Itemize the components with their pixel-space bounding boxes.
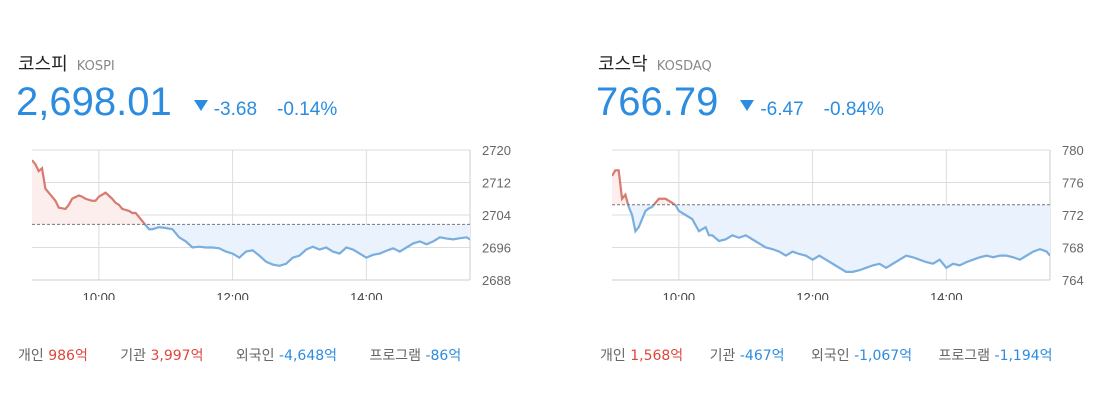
investor-label: 프로그램 (938, 348, 991, 364)
y-tick-label: 2712 (482, 176, 511, 191)
investor-label: 기관 (120, 348, 147, 364)
investor-foreign: 외국인 -4,648억 (236, 345, 337, 365)
x-tick-label: 14:00 (930, 290, 963, 300)
investor-label: 개인 (18, 348, 44, 364)
x-tick-label: 10:00 (663, 290, 696, 300)
index-name: 코스피 (18, 54, 68, 75)
y-tick-label: 776 (1062, 176, 1084, 191)
down-arrow-icon (740, 100, 755, 111)
series-line-down (143, 224, 470, 267)
investor-label: 외국인 (810, 348, 850, 364)
y-tick-label: 768 (1062, 241, 1084, 256)
kospi-panel[interactable]: 코스피 KOSPI 2,698.01 -3.68 -0.14% 2720 2712… (0, 0, 540, 403)
index-change: -3.68 (213, 99, 258, 120)
kospi-intraday-chart[interactable]: 2720 2712 2704 2696 2688 10:00 12:00 14:00 (0, 140, 540, 300)
index-change-percent: -0.14% (277, 99, 338, 120)
investor-label: 프로그램 (369, 348, 422, 364)
investor-label: 외국인 (235, 348, 275, 364)
y-tick-label: 2696 (482, 241, 511, 256)
investor-individual: 개인 1,568억 (600, 345, 683, 365)
investor-value: -1,194억 (994, 348, 1053, 364)
investor-institution: 기관 -467억 (710, 345, 785, 365)
kosdaq-panel[interactable]: 코스닥 KOSDAQ 766.79 -6.47 -0.84% 780 776 772… (580, 0, 1119, 403)
index-code: KOSPI (76, 59, 115, 74)
down-arrow-icon (193, 100, 208, 111)
index-name: 코스닥 (598, 54, 648, 75)
y-tick-label: 2704 (482, 208, 511, 223)
investor-institution: 기관 3,997억 (120, 345, 203, 365)
kosdaq-intraday-chart[interactable]: 780 776 772 768 764 10:00 12:00 14:00 (580, 140, 1119, 300)
series-line-down (626, 204, 1050, 273)
index-value: 766.79 (596, 80, 719, 124)
investor-foreign: 외국인 -1,067억 (811, 345, 912, 365)
series-line-up (612, 169, 677, 205)
y-tick-label: 764 (1062, 273, 1084, 288)
investor-value: 1,568억 (630, 348, 684, 364)
index-title: 코스닥 KOSDAQ (598, 50, 712, 76)
x-tick-label: 12:00 (216, 290, 249, 300)
x-tick-label: 14:00 (350, 290, 383, 300)
y-tick-label: 2720 (482, 143, 511, 158)
index-code: KOSDAQ (656, 59, 712, 74)
index-title: 코스피 KOSPI (18, 50, 115, 76)
investor-label: 개인 (600, 348, 626, 364)
investor-summary: 개인 1,568억 기관 -467억 외국인 -1,067억 프로그램 -1,1… (600, 345, 1075, 365)
investor-value: -1,067억 (854, 348, 913, 364)
investor-value: 3,997억 (150, 348, 204, 364)
index-quote: 2,698.01 -3.68 -0.14% (16, 80, 337, 125)
investor-value: 986억 (48, 348, 88, 364)
y-tick-label: 780 (1062, 143, 1084, 158)
investor-program: 프로그램 -86억 (369, 345, 461, 365)
index-change-percent: -0.84% (823, 99, 884, 120)
y-tick-label: 772 (1062, 208, 1084, 223)
investor-program: 프로그램 -1,194억 (939, 345, 1053, 365)
x-tick-label: 10:00 (83, 290, 116, 300)
investor-value: -4,648억 (279, 348, 338, 364)
y-tick-label: 2688 (482, 273, 511, 288)
investor-value: -86억 (425, 348, 462, 364)
investor-individual: 개인 986억 (18, 345, 88, 365)
area-below-prev-close (32, 224, 470, 266)
investor-value: -467억 (739, 348, 785, 364)
investor-label: 기관 (709, 348, 736, 364)
investor-summary: 개인 986억 기관 3,997억 외국인 -4,648억 프로그램 -86억 (18, 345, 489, 365)
index-change: -6.47 (760, 99, 804, 120)
index-quote: 766.79 -6.47 -0.84% (596, 80, 884, 125)
series-line-up (32, 159, 147, 225)
x-tick-label: 12:00 (796, 290, 829, 300)
index-value: 2,698.01 (16, 80, 172, 124)
area-below-prev-close (612, 204, 1050, 272)
